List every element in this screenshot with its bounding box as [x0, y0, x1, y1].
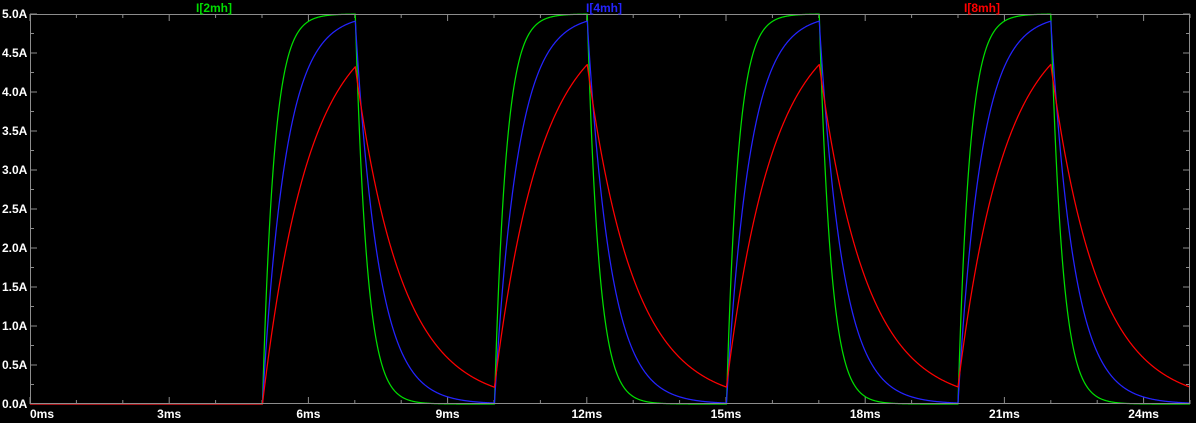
plot-frame — [30, 14, 1190, 404]
legend-trace-2mh: I[2mh] — [196, 1, 232, 15]
x-tick-label: 15ms — [711, 407, 742, 421]
x-tick-label: 12ms — [571, 407, 602, 421]
x-tick-label: 3ms — [157, 407, 181, 421]
y-tick-label: 2.0A — [2, 241, 28, 255]
legend-trace-8mh: I[8mh] — [964, 1, 1000, 15]
x-tick-label: 18ms — [850, 407, 881, 421]
y-tick-label: 4.5A — [2, 46, 28, 60]
y-tick-label: 3.5A — [2, 124, 28, 138]
y-tick-label: 3.0A — [2, 163, 28, 177]
x-tick-label: 6ms — [296, 407, 320, 421]
x-tick-label: 0ms — [30, 407, 54, 421]
y-tick-label: 5.0A — [2, 7, 28, 21]
y-tick-label: 1.0A — [2, 319, 28, 333]
x-tick-label: 21ms — [989, 407, 1020, 421]
y-tick-label: 0.0A — [2, 397, 28, 411]
y-tick-label: 4.0A — [2, 85, 28, 99]
x-tick-label: 24ms — [1128, 407, 1159, 421]
axis-labels: 5.0A 4.5A 4.0A 3.5A 3.0A 2.5A 2.0A 1.5A 1.0A 0.5A… — [2, 7, 1159, 421]
y-tick-label: 2.5A — [2, 202, 28, 216]
x-tick-label: 9ms — [436, 407, 460, 421]
y-tick-label: 1.5A — [2, 280, 28, 294]
legend-trace-4mh: I[4mh] — [586, 1, 622, 15]
y-tick-label: 0.5A — [2, 358, 28, 372]
